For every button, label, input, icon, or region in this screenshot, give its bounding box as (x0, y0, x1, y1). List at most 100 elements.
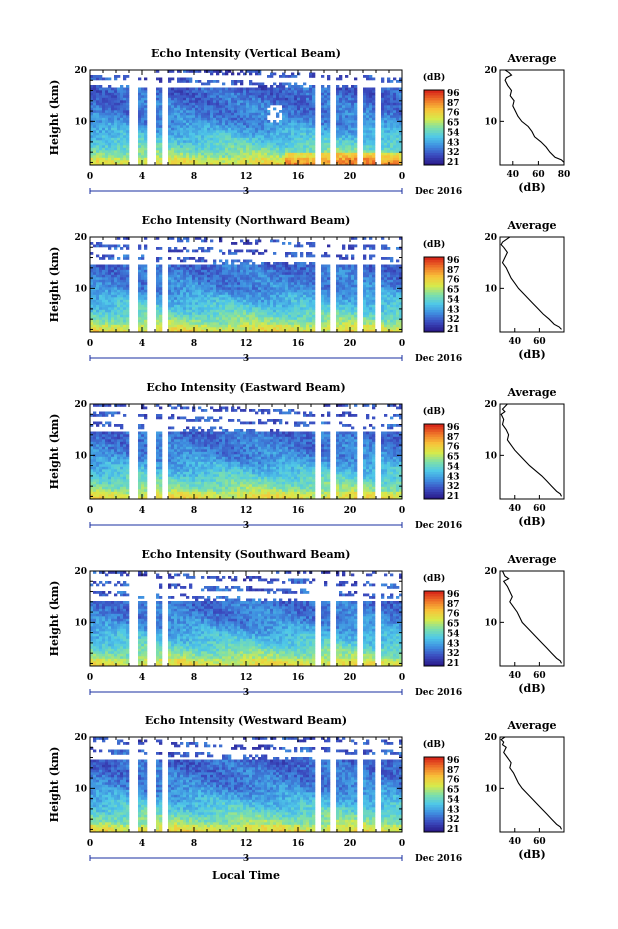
heatmap-cell (90, 329, 94, 333)
heatmap-cell (237, 287, 241, 290)
heatmap-cell (261, 304, 265, 308)
heatmap-cell (369, 135, 373, 138)
heatmap-cell (396, 299, 400, 303)
heatmap-cell (306, 294, 310, 298)
heatmap-cell (291, 147, 295, 151)
heatmap-cell (102, 142, 106, 146)
heatmap-cell (246, 292, 250, 295)
heatmap-cell (264, 287, 268, 290)
heatmap-cell (309, 127, 313, 131)
heatmap-cell (381, 324, 385, 328)
heatmap-cell (366, 102, 370, 106)
heatmap-cell (159, 102, 163, 106)
heatmap-cell (249, 130, 253, 133)
heatmap-cell (195, 292, 199, 295)
heatmap-cell (228, 312, 232, 315)
heatmap-cell (369, 120, 373, 123)
heatmap-cell (102, 279, 106, 283)
heatmap-cell (180, 317, 184, 320)
heatmap-cell (366, 319, 370, 323)
heatmap-cell (327, 287, 331, 290)
heatmap-cell (105, 162, 109, 166)
heatmap-cell (177, 317, 181, 320)
heatmap-cell (342, 304, 346, 308)
heatmap-cell (210, 155, 214, 158)
heatmap-cell (291, 309, 295, 313)
heatmap-cell (273, 292, 277, 295)
heatmap-cell (363, 292, 367, 295)
heatmap-cell (258, 279, 262, 283)
heatmap-cell (336, 312, 340, 315)
heatmap-cell (312, 282, 316, 285)
heatmap-cell (354, 297, 358, 300)
heatmap-cell (276, 329, 280, 333)
heatmap-cell (225, 312, 229, 315)
heatmap-cell (111, 105, 115, 108)
heatmap-cell (288, 297, 292, 300)
heatmap-cell (249, 97, 253, 101)
heatmap-cell (384, 304, 388, 308)
heatmap-cell (288, 160, 292, 163)
heatmap-cell (240, 135, 244, 138)
heatmap-cell (390, 160, 394, 163)
heatmap-cell (186, 130, 190, 133)
heatmap-cell (324, 145, 328, 148)
heatmap-cell (273, 317, 277, 320)
heatmap-cell (276, 322, 280, 325)
heatmap-cell (159, 294, 163, 298)
heatmap-cell (123, 297, 127, 300)
heatmap-cell (243, 90, 247, 93)
heatmap-cell (282, 324, 286, 328)
heatmap-cell (285, 102, 289, 106)
heatmap-cell (291, 284, 295, 288)
heatmap-cell (228, 302, 232, 305)
heatmap-cell (270, 102, 274, 106)
heatmap-cell (105, 279, 109, 283)
heatmap-cell (102, 324, 106, 328)
heatmap-cell (201, 317, 205, 320)
heatmap-cell (372, 92, 376, 96)
heatmap-cell (336, 142, 340, 146)
heatmap-cell (309, 297, 313, 300)
heatmap-cell (204, 130, 208, 133)
heatmap-cell (219, 150, 223, 153)
heatmap-cell (234, 150, 238, 153)
heatmap-cell (123, 75, 127, 78)
heatmap-cell (336, 145, 340, 148)
heatmap-cell (141, 289, 145, 293)
heatmap-cell (183, 274, 187, 278)
heatmap-cell (303, 279, 307, 283)
day-label: 3 (243, 187, 249, 197)
heatmap-cell (171, 145, 175, 148)
heatmap-cell (309, 304, 313, 308)
heatmap-cell (288, 322, 292, 325)
heatmap-cell (372, 142, 376, 146)
heatmap-cell (228, 102, 232, 106)
heatmap-cell (267, 284, 271, 288)
heatmap-cell (309, 132, 313, 136)
heatmap-cell (171, 115, 175, 118)
heatmap-cell (231, 279, 235, 283)
heatmap-cell (183, 299, 187, 303)
heatmap-cell (354, 279, 358, 283)
heatmap-cell (171, 117, 175, 121)
heatmap-cell (96, 279, 100, 283)
heatmap-cell (369, 145, 373, 148)
heatmap-cell (210, 117, 214, 121)
heatmap-cell (102, 294, 106, 298)
heatmap-cell (300, 120, 304, 123)
heatmap-cell (270, 324, 274, 328)
heatmap-cell (177, 297, 181, 300)
heatmap-cell (90, 95, 94, 98)
heatmap-cell (261, 137, 265, 141)
heatmap-cell (267, 309, 271, 313)
heatmap-cell (354, 155, 358, 158)
heatmap-cell (105, 157, 109, 161)
heatmap-cell (384, 97, 388, 101)
heatmap-cell (189, 97, 193, 101)
heatmap-cell (270, 155, 274, 158)
heatmap-cell (231, 105, 235, 108)
heatmap-cell (90, 102, 94, 106)
heatmap-cell (303, 90, 307, 93)
